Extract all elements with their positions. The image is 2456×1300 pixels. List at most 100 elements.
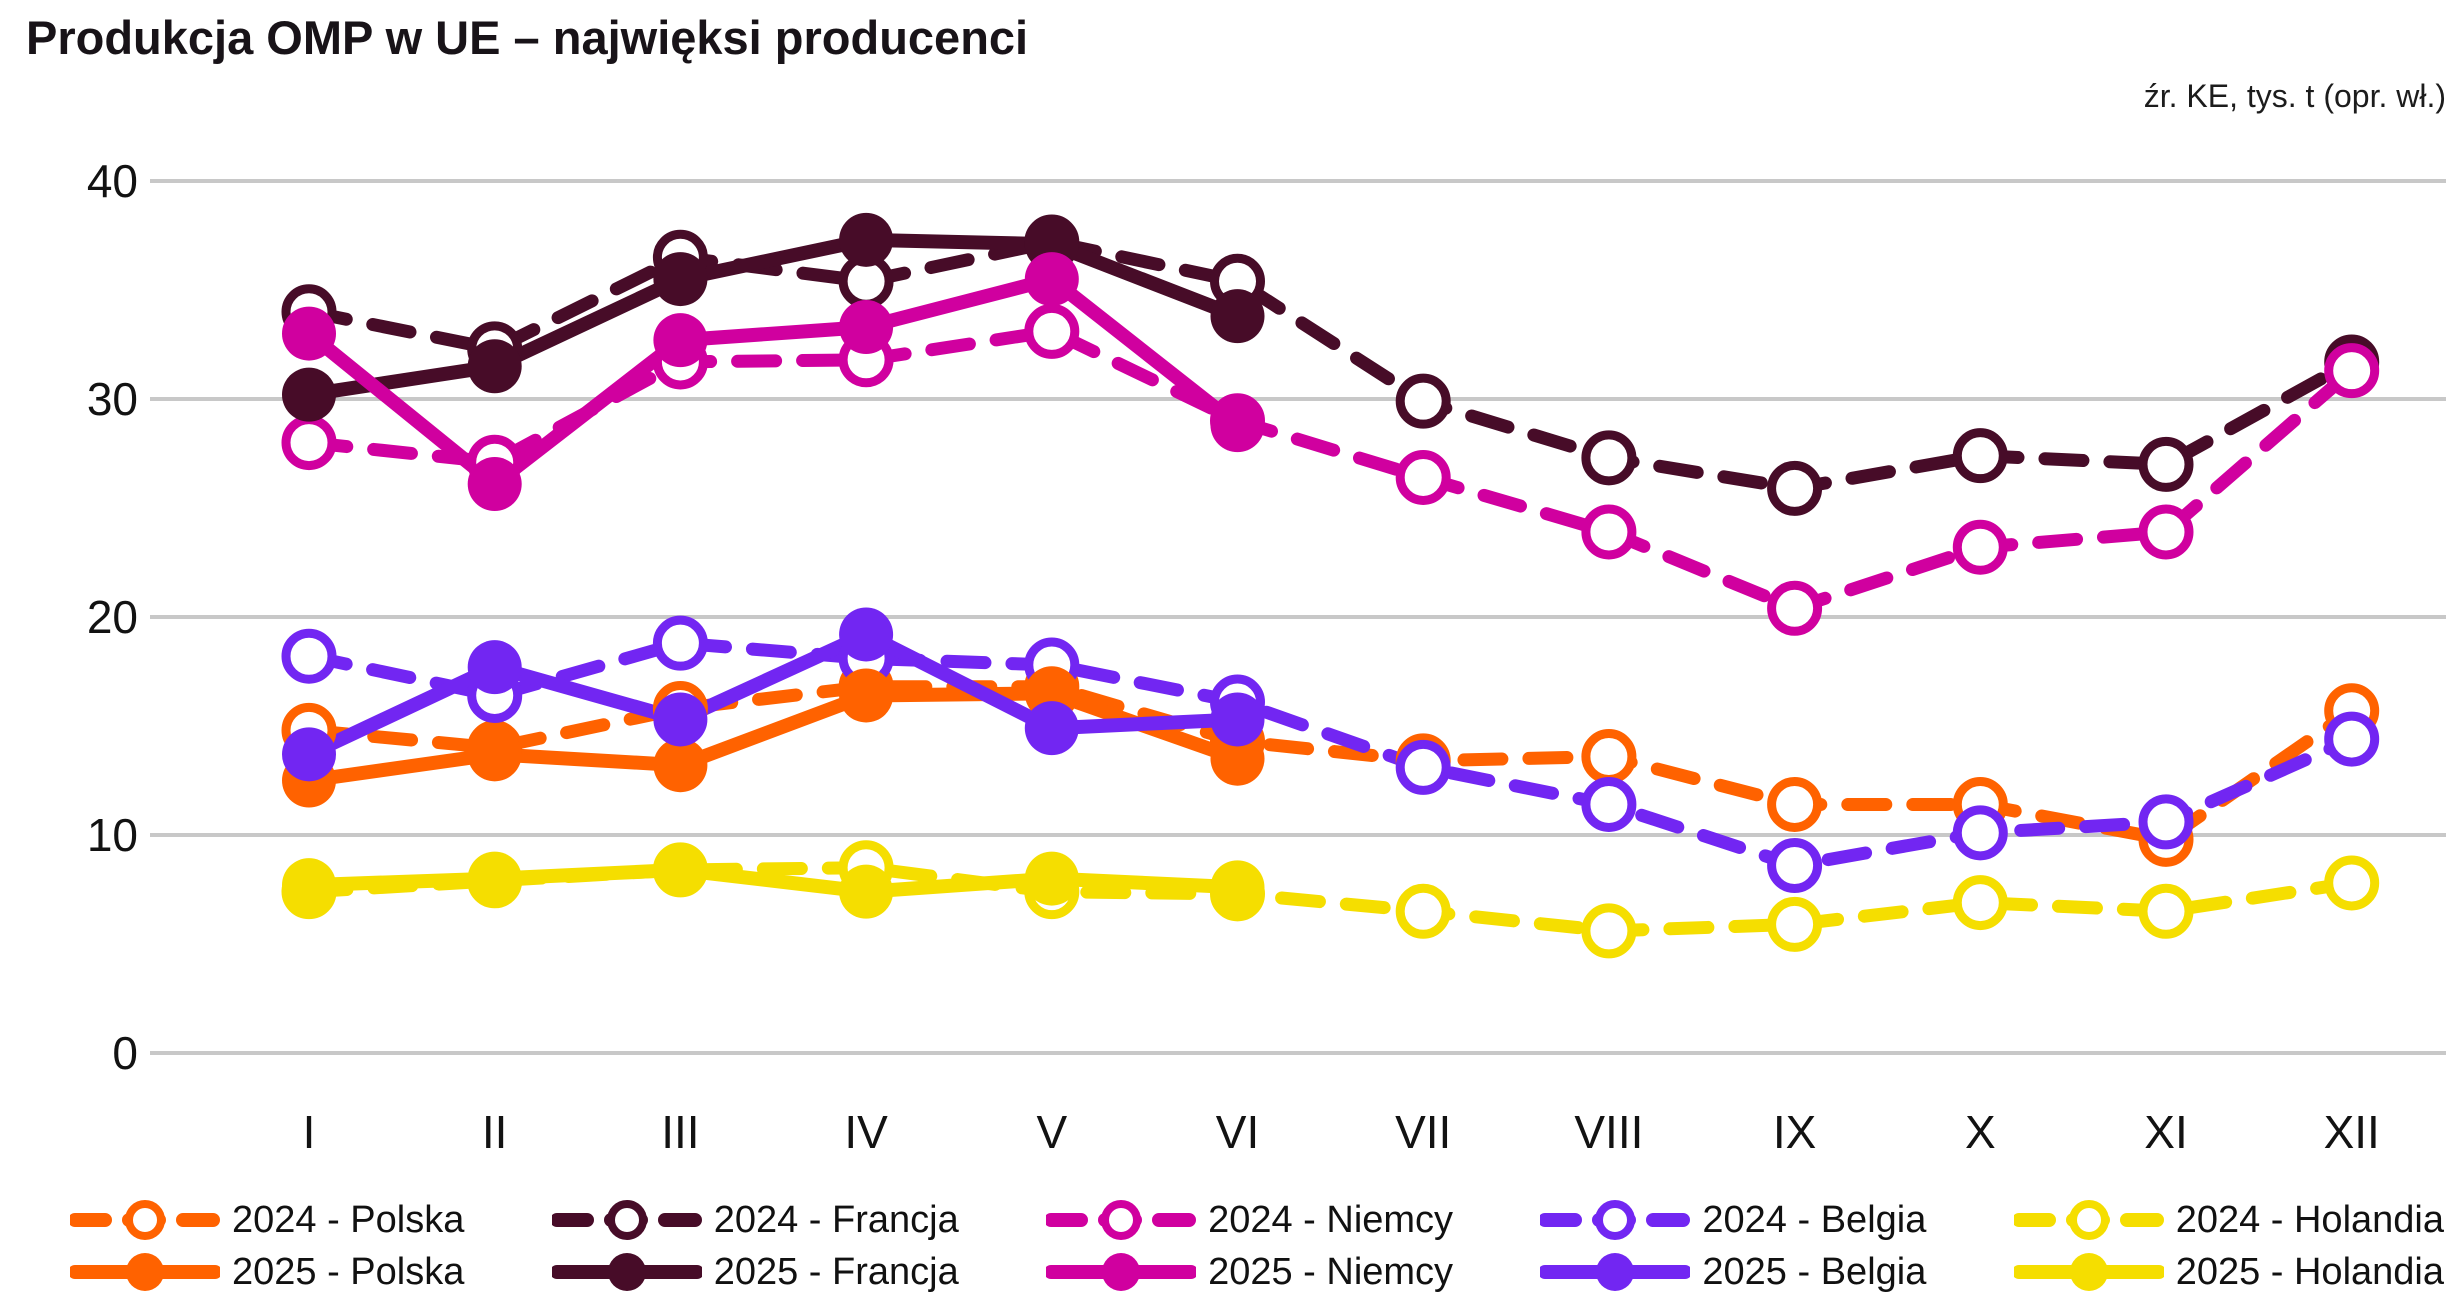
data-point-2025-francja	[839, 212, 894, 267]
data-point-2025-holandia	[467, 851, 522, 906]
x-axis-month-label: XII	[2324, 1106, 2380, 1158]
legend-swatch-dashed	[70, 1200, 220, 1240]
data-point-2024-polska	[1581, 729, 1637, 785]
data-point-2025-niemcy	[467, 457, 522, 512]
data-point-2025-belgia	[653, 692, 708, 747]
legend-label: 2025 - Niemcy	[1208, 1250, 1454, 1293]
legend-label: 2024 - Polska	[232, 1198, 465, 1241]
legend-swatch-dashed	[2013, 1200, 2164, 1240]
legend-row-2024: 2024 - Polska 2024 - Francja 2024 - Niemcy…	[70, 1198, 2444, 1242]
data-point-2025-belgia	[1024, 701, 1079, 756]
data-point-2024-belgia	[652, 615, 708, 671]
legend-swatch-solid	[551, 1253, 702, 1291]
data-point-2025-niemcy	[1210, 398, 1265, 453]
data-point-2024-belgia	[2324, 711, 2380, 767]
legend-item-2024-francja: 2024 - Francja	[551, 1198, 959, 1242]
series-line-2025-polska	[302, 686, 1245, 788]
data-point-2025-holandia	[839, 864, 894, 919]
legend-item-2025-francja: 2025 - Francja	[551, 1250, 959, 1294]
x-axis-month-label: II	[482, 1106, 508, 1158]
legend-label: 2025 - Belgia	[1702, 1250, 1927, 1293]
data-point-2024-holandia	[2138, 883, 2194, 939]
series-line-2024-belgia	[302, 636, 2359, 872]
data-point-2024-holandia	[1767, 896, 1823, 952]
legend-swatch-solid	[1540, 1253, 1691, 1291]
data-point-2024-belgia	[1767, 838, 1823, 894]
y-axis-tick-label: 30	[87, 373, 138, 425]
data-point-2025-niemcy	[839, 300, 894, 355]
data-point-2024-niemcy	[1767, 580, 1823, 636]
data-point-2025-belgia	[282, 727, 336, 782]
data-point-2025-holandia	[282, 858, 336, 913]
data-point-2024-francja	[1767, 460, 1823, 516]
data-point-2024-holandia	[1952, 875, 2008, 931]
x-axis-month-label: III	[661, 1106, 699, 1158]
data-point-2024-niemcy	[281, 415, 337, 471]
data-point-2025-niemcy	[653, 313, 708, 368]
legend-label: 2025 - Holandia	[2175, 1250, 2444, 1293]
data-point-2025-niemcy	[1024, 252, 1079, 307]
page-title: Produkcja OMP w UE – najwięksi producenc…	[26, 11, 1029, 64]
chart-legend: 2024 - Polska 2024 - Francja 2024 - Niemcy…	[0, 1198, 2456, 1294]
legend-label: 2024 - Belgia	[1702, 1198, 1927, 1241]
data-point-2024-belgia	[281, 628, 337, 684]
data-point-2024-belgia	[1952, 805, 2008, 861]
data-point-2024-francja	[1952, 428, 2008, 484]
x-axis-month-label: IX	[1773, 1106, 1816, 1158]
legend-item-2025-belgia: 2025 - Belgia	[1540, 1250, 1926, 1294]
legend-item-2024-belgia: 2024 - Belgia	[1540, 1198, 1926, 1242]
legend-row-2025: 2025 - Polska 2025 - Francja 2025 - Niemcy…	[70, 1250, 2444, 1294]
legend-item-2025-polska: 2025 - Polska	[70, 1250, 464, 1294]
x-axis-month-label: I	[303, 1106, 316, 1158]
legend-label: 2024 - Francja	[713, 1198, 959, 1241]
data-point-2024-francja	[1581, 430, 1637, 486]
x-axis-month-label: VIII	[1574, 1106, 1643, 1158]
data-point-2025-holandia	[653, 842, 708, 897]
legend-swatch-dashed	[1046, 1200, 1197, 1240]
legend-swatch-solid	[1046, 1253, 1197, 1291]
series-line-2025-francja	[302, 232, 1245, 402]
data-point-2025-belgia	[1210, 692, 1265, 747]
data-point-2025-francja	[653, 252, 708, 307]
x-axis-month-label: VI	[1216, 1106, 1259, 1158]
legend-item-2025-niemcy: 2025 - Niemcy	[1046, 1250, 1453, 1294]
data-point-2025-holandia	[1024, 851, 1079, 906]
legend-swatch-solid	[70, 1253, 220, 1291]
x-axis-month-label: V	[1036, 1106, 1067, 1158]
data-point-2025-belgia	[467, 640, 522, 695]
series-line-2025-niemcy	[302, 272, 1245, 491]
y-axis-tick-label: 10	[87, 809, 138, 861]
series-line-2024-niemcy	[302, 324, 2359, 615]
x-axis-month-label: IV	[844, 1106, 888, 1158]
data-point-2024-holandia	[1581, 903, 1637, 959]
data-point-2024-belgia	[1581, 776, 1637, 832]
x-axis-month-label: X	[1965, 1106, 1996, 1158]
data-point-2024-belgia	[2138, 794, 2194, 850]
data-point-2025-niemcy	[282, 306, 336, 361]
data-point-2025-polska	[839, 668, 894, 723]
legend-label: 2024 - Holandia	[2175, 1198, 2444, 1241]
data-point-2024-holandia	[2324, 855, 2380, 911]
y-axis-tick-label: 40	[87, 155, 138, 207]
data-point-2024-niemcy	[2324, 343, 2380, 399]
y-axis-tick-label: 0	[112, 1027, 138, 1079]
data-point-2025-francja	[282, 367, 336, 422]
y-axis-tick-label: 20	[87, 591, 138, 643]
legend-item-2024-niemcy: 2024 - Niemcy	[1046, 1198, 1453, 1242]
data-point-2024-belgia	[1395, 739, 1451, 795]
legend-item-2024-holandia: 2024 - Holandia	[2013, 1198, 2444, 1242]
x-axis-month-label: XI	[2144, 1106, 2187, 1158]
data-point-2024-niemcy	[1952, 519, 2008, 575]
data-point-2024-niemcy	[1395, 449, 1451, 505]
data-point-2024-holandia	[1395, 883, 1451, 939]
legend-swatch-dashed	[1540, 1200, 1691, 1240]
data-point-2024-niemcy	[1581, 504, 1637, 560]
legend-label: 2025 - Polska	[232, 1250, 465, 1293]
legend-item-2025-holandia: 2025 - Holandia	[2013, 1250, 2444, 1294]
data-point-2025-polska	[653, 738, 708, 793]
data-point-2025-francja	[1210, 289, 1265, 344]
series-line-2025-holandia	[302, 862, 1245, 899]
data-point-2025-polska	[467, 727, 522, 782]
